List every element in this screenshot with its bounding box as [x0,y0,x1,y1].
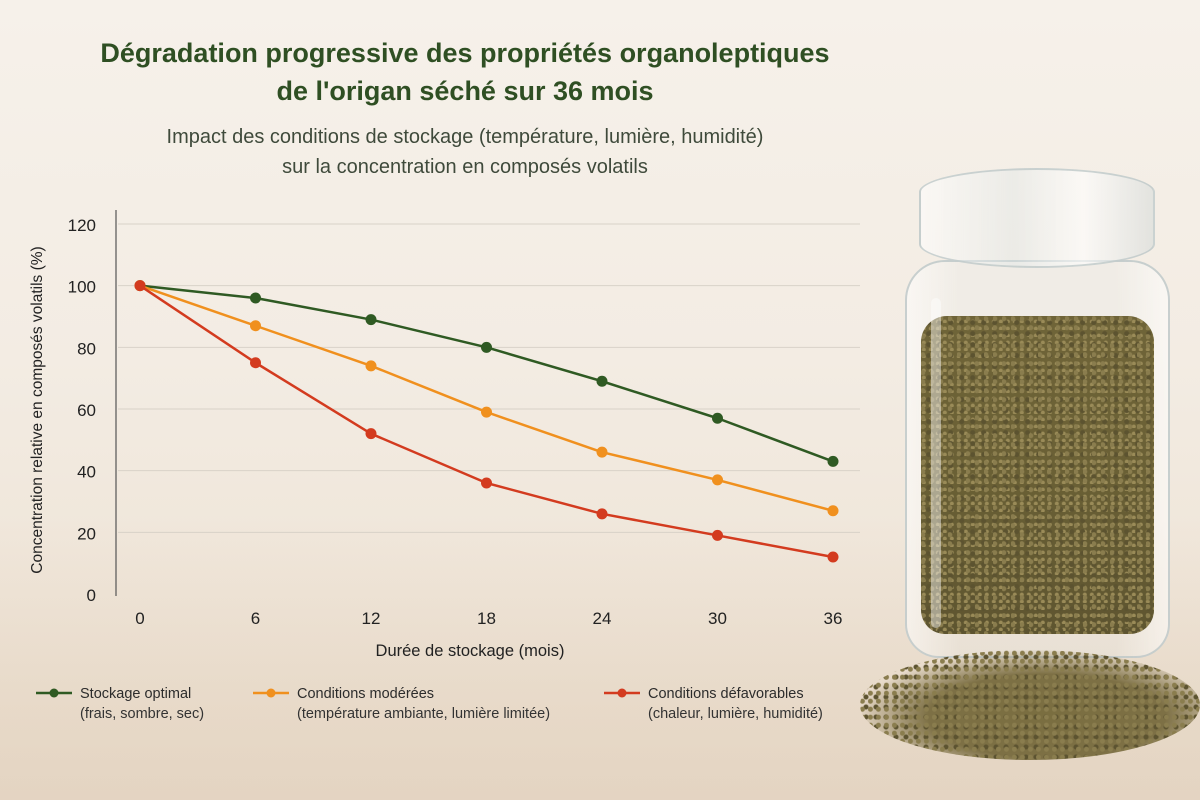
data-point-s2-x0 [134,280,146,292]
data-point-s0-x36 [827,455,839,467]
chart-title: Dégradation progressive des propriétés o… [60,34,870,110]
chart-title-line-2: de l'origan séché sur 36 mois [276,76,654,106]
data-point-s2-x30 [712,529,723,541]
data-point-s2-x12 [365,428,377,440]
data-point-s1-x6 [250,320,261,332]
data-point-s0-x30 [712,412,723,424]
chart-title-line-1: Dégradation progressive des propriétés o… [100,38,830,68]
x-tick-label-30: 30 [708,609,727,628]
y-tick-label-120: 120 [68,216,96,235]
data-point-s1-x30 [712,474,723,486]
legend-label-optimal: Stockage optimal [80,686,192,702]
chart-subtitle-line-2: sur la concentration en composés volatil… [282,156,648,178]
data-point-s1-x12 [365,360,377,372]
data-point-s0-x6 [250,292,261,304]
data-point-s0-x18 [481,341,492,353]
y-tick-label-60: 60 [77,401,96,420]
legend-item-unfavorable: Conditions défavorables (chaleur, lumièr… [604,684,823,724]
x-tick-label-0: 0 [135,609,144,628]
x-tick-label-6: 6 [251,609,260,628]
chart-subtitle-line-1: Impact des conditions de stockage (tempé… [166,126,764,148]
data-point-s1-x24 [596,446,608,458]
data-point-s0-x12 [365,314,377,326]
y-tick-label-80: 80 [77,339,96,358]
series-line-0 [139,284,834,463]
data-point-s2-x24 [596,508,608,520]
data-point-s2-x36 [827,551,839,563]
jar-rim [919,168,1155,268]
jar-dried-oregano [921,316,1154,634]
x-tick-label-36: 36 [824,609,843,628]
legend-marker-moderate [253,688,289,698]
legend-label-unfavorable: Conditions défavorables [648,686,804,702]
y-tick-label-0: 0 [87,586,96,605]
y-tick-label-100: 100 [68,278,96,297]
legend-marker-unfavorable [604,688,640,698]
jar-glass-highlight [931,298,941,628]
data-point-s2-x6 [250,357,261,369]
legend-item-optimal: Stockage optimal (frais, sombre, sec) [36,684,204,724]
legend-note-moderate: (température ambiante, lumière limitée) [297,706,551,722]
chart-subtitle: Impact des conditions de stockage (tempé… [60,122,870,182]
data-point-s2-x18 [481,477,492,489]
series-line-1 [139,284,834,512]
data-point-s1-x18 [481,406,492,418]
y-tick-label-20: 20 [77,524,96,543]
x-axis-title: Durée de stockage (mois) [376,642,565,660]
y-axis-title: Concentration relative en composés volat… [29,246,46,573]
data-point-s0-x24 [596,375,608,387]
data-point-s1-x36 [827,505,839,517]
legend-label-moderate: Conditions modérées [297,686,435,702]
x-tick-label-18: 18 [477,609,496,628]
legend-item-moderate: Conditions modérées (température ambiant… [253,684,550,724]
spilled-oregano-pile [860,650,1200,760]
legend-note-optimal: (frais, sombre, sec) [80,706,205,722]
legend-note-unfavorable: (chaleur, lumière, humidité) [648,706,823,722]
legend-marker-optimal [36,688,72,698]
x-tick-label-12: 12 [362,609,381,628]
oregano-jar-illustration [905,168,1170,658]
y-tick-label-40: 40 [77,463,96,482]
x-tick-label-24: 24 [593,609,612,628]
